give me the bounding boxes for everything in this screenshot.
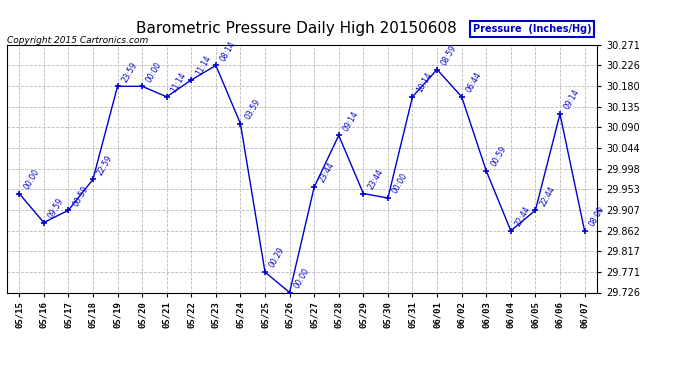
Text: 11:14: 11:14 — [194, 54, 213, 77]
Text: Barometric Pressure Daily High 20150608: Barometric Pressure Daily High 20150608 — [137, 21, 457, 36]
Text: 06:44: 06:44 — [464, 70, 483, 94]
Text: 08:59: 08:59 — [440, 43, 459, 67]
Text: 23:59: 23:59 — [120, 60, 139, 84]
Text: 10:14: 10:14 — [415, 70, 434, 94]
Text: 00:00: 00:00 — [145, 60, 164, 84]
Text: Copyright 2015 Cartronics.com: Copyright 2015 Cartronics.com — [7, 36, 148, 45]
Text: 23:44: 23:44 — [317, 161, 335, 184]
Text: 00:59: 00:59 — [489, 144, 508, 168]
Text: 22:44: 22:44 — [538, 184, 557, 207]
Text: 08:14: 08:14 — [219, 39, 237, 63]
Text: 09:59: 09:59 — [46, 196, 66, 220]
Text: 08:00: 08:00 — [587, 204, 606, 228]
Text: Pressure  (Inches/Hg): Pressure (Inches/Hg) — [473, 24, 591, 34]
Text: 00:59: 00:59 — [71, 184, 90, 207]
Text: 22:44: 22:44 — [513, 205, 532, 228]
Text: 23:44: 23:44 — [366, 167, 385, 191]
Text: 09:14: 09:14 — [342, 109, 360, 133]
Text: 11:14: 11:14 — [170, 71, 188, 94]
Text: 00:00: 00:00 — [22, 167, 41, 191]
Text: 09:14: 09:14 — [563, 88, 582, 111]
Text: 22:59: 22:59 — [96, 153, 115, 177]
Text: 03:59: 03:59 — [243, 97, 262, 121]
Text: 00:00: 00:00 — [391, 172, 409, 195]
Text: 00:29: 00:29 — [268, 246, 286, 269]
Text: 00:00: 00:00 — [293, 266, 311, 290]
